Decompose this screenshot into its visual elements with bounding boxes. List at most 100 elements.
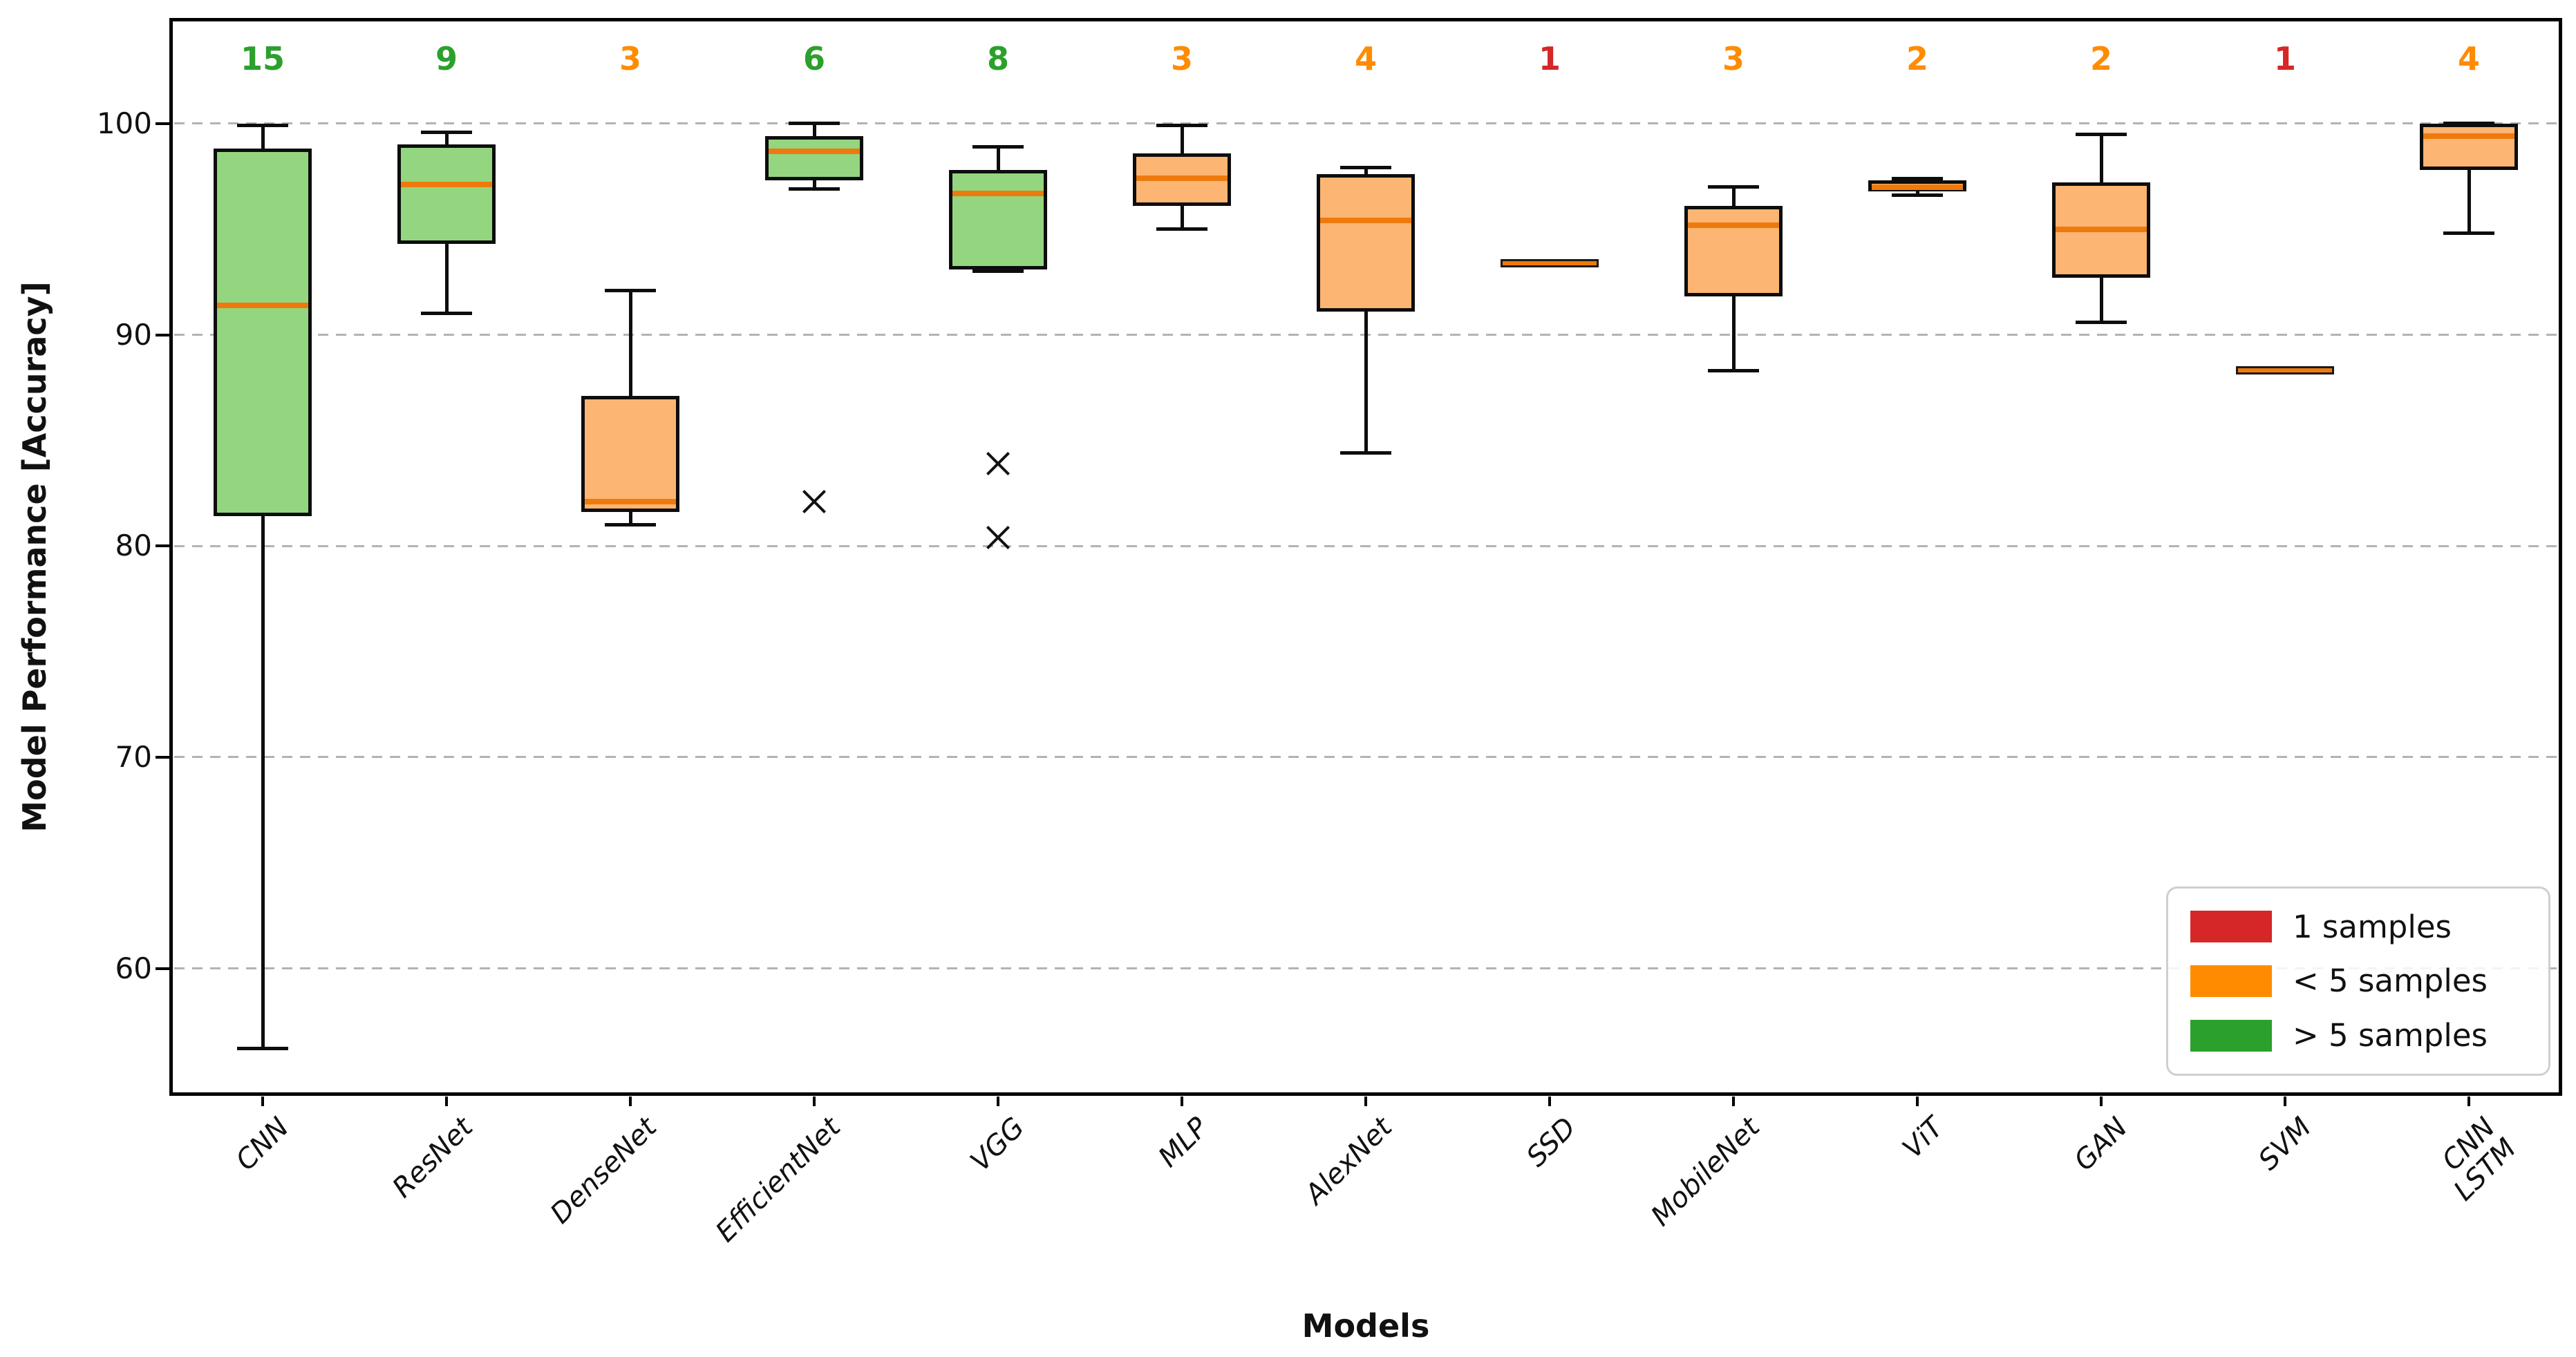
legend: 1 samples < 5 samples > 5 samples	[2166, 886, 2550, 1076]
sample-count-label: 4	[2457, 40, 2480, 77]
upper-whisker-cap	[421, 130, 472, 134]
box-AlexNet	[1317, 174, 1415, 312]
gridline-60	[174, 967, 2557, 970]
box-EfficientNet	[765, 136, 863, 181]
upper-whisker-cap	[789, 122, 840, 126]
lower-whisker-cap	[237, 1047, 288, 1051]
y-tick-label-60: 60	[115, 951, 152, 985]
x-tick-mark	[261, 1097, 264, 1106]
sample-count-label: 3	[619, 40, 641, 77]
x-tick-label-AlexNet: AlexNet	[1299, 1111, 1399, 1211]
upper-whisker-cap	[1340, 166, 1391, 170]
upper-whisker-cap	[972, 144, 1024, 149]
y-tick-mark-80	[156, 544, 171, 548]
x-tick-mark	[2467, 1097, 2470, 1106]
x-tick-mark	[1364, 1097, 1367, 1106]
x-tick-label-SVM: SVM	[2252, 1111, 2318, 1177]
x-tick-mark	[1916, 1097, 1919, 1106]
x-tick-label-CNN: CNN	[229, 1111, 296, 1177]
sample-count-label: 3	[1722, 40, 1745, 77]
outlier-marker	[981, 447, 1015, 480]
legend-label: > 5 samples	[2293, 1017, 2488, 1054]
x-tick-mark	[1181, 1097, 1183, 1106]
median-line	[217, 302, 308, 308]
sample-count-label: 2	[2089, 40, 2112, 77]
box-VGG	[949, 170, 1047, 269]
lower-whisker	[1915, 191, 1919, 196]
y-tick-label-80: 80	[115, 529, 152, 563]
lower-whisker-cap	[605, 523, 656, 527]
y-tick-mark-100	[156, 122, 171, 125]
sample-count-label: 4	[1354, 40, 1377, 77]
y-tick-mark-90	[156, 333, 171, 336]
gridline-80	[174, 544, 2557, 547]
legend-item: > 5 samples	[2190, 1017, 2526, 1054]
upper-whisker	[1364, 167, 1368, 175]
x-tick-mark	[813, 1097, 816, 1106]
upper-whisker-cap	[237, 124, 288, 128]
upper-whisker	[444, 132, 449, 145]
upper-whisker	[628, 290, 632, 397]
median-line	[2056, 226, 2147, 232]
x-tick-label-EfficientNet: EfficientNet	[709, 1111, 847, 1249]
x-tick-label-DenseNet: DenseNet	[544, 1111, 664, 1231]
y-tick-label-70: 70	[115, 739, 152, 774]
median-line	[585, 499, 676, 505]
upper-whisker	[1180, 125, 1184, 153]
legend-swatch	[2190, 1019, 2272, 1052]
y-tick-label-90: 90	[115, 317, 152, 352]
gridline-70	[174, 756, 2557, 759]
outlier-marker	[981, 521, 1015, 554]
sample-count-label: 6	[802, 40, 825, 77]
median-line	[2423, 133, 2514, 140]
legend-label: < 5 samples	[2293, 962, 2488, 1000]
lower-whisker	[444, 244, 449, 314]
upper-whisker	[261, 125, 265, 149]
single-value-line	[2236, 366, 2334, 375]
lower-whisker	[2099, 277, 2103, 323]
x-tick-label-ResNet: ResNet	[386, 1111, 480, 1204]
x-tick-mark	[1548, 1097, 1551, 1106]
legend-item: 1 samples	[2190, 909, 2526, 945]
upper-whisker-cap	[1156, 124, 1207, 128]
box-DenseNet	[581, 396, 679, 513]
x-tick-mark	[629, 1097, 632, 1106]
x-tick-mark	[997, 1097, 999, 1106]
gridline-100	[174, 122, 2557, 125]
sample-count-label: 8	[986, 40, 1009, 77]
x-tick-mark	[445, 1097, 448, 1106]
x-tick-label-MobileNet: MobileNet	[1645, 1111, 1767, 1233]
sample-count-label: 2	[1906, 40, 1928, 77]
sample-count-label: 15	[240, 40, 285, 77]
upper-whisker-cap	[1892, 176, 1943, 180]
lower-whisker	[812, 180, 816, 189]
lower-whisker-cap	[789, 187, 840, 191]
x-tick-mark	[2100, 1097, 2103, 1106]
sample-count-label: 3	[1170, 40, 1193, 77]
box-ResNet	[397, 144, 496, 245]
outlier-marker	[798, 485, 831, 518]
median-line	[1320, 218, 1411, 224]
lower-whisker	[1731, 296, 1736, 371]
legend-label: 1 samples	[2293, 908, 2452, 945]
lower-whisker-cap	[421, 312, 472, 316]
x-tick-label-ViT: ViT	[1897, 1111, 1950, 1165]
lower-whisker	[628, 512, 632, 525]
legend-swatch	[2190, 911, 2272, 943]
upper-whisker	[996, 146, 1000, 171]
lower-whisker-cap	[1156, 227, 1207, 231]
x-axis-label: Models	[1301, 1307, 1430, 1345]
y-tick-mark-60	[156, 967, 171, 970]
legend-swatch	[2190, 965, 2272, 997]
x-tick-mark	[1732, 1097, 1735, 1106]
lower-whisker	[2467, 170, 2471, 234]
y-tick-mark-70	[156, 755, 171, 759]
y-tick-label-100: 100	[96, 106, 152, 140]
median-line	[1872, 184, 1963, 190]
lower-whisker-cap	[2076, 320, 2127, 324]
lower-whisker-cap	[2443, 231, 2494, 236]
sample-count-label: 1	[1538, 40, 1561, 77]
x-tick-mark	[2284, 1097, 2286, 1106]
x-tick-label-CNN-LSTM: CNN LSTM	[2436, 1111, 2523, 1208]
